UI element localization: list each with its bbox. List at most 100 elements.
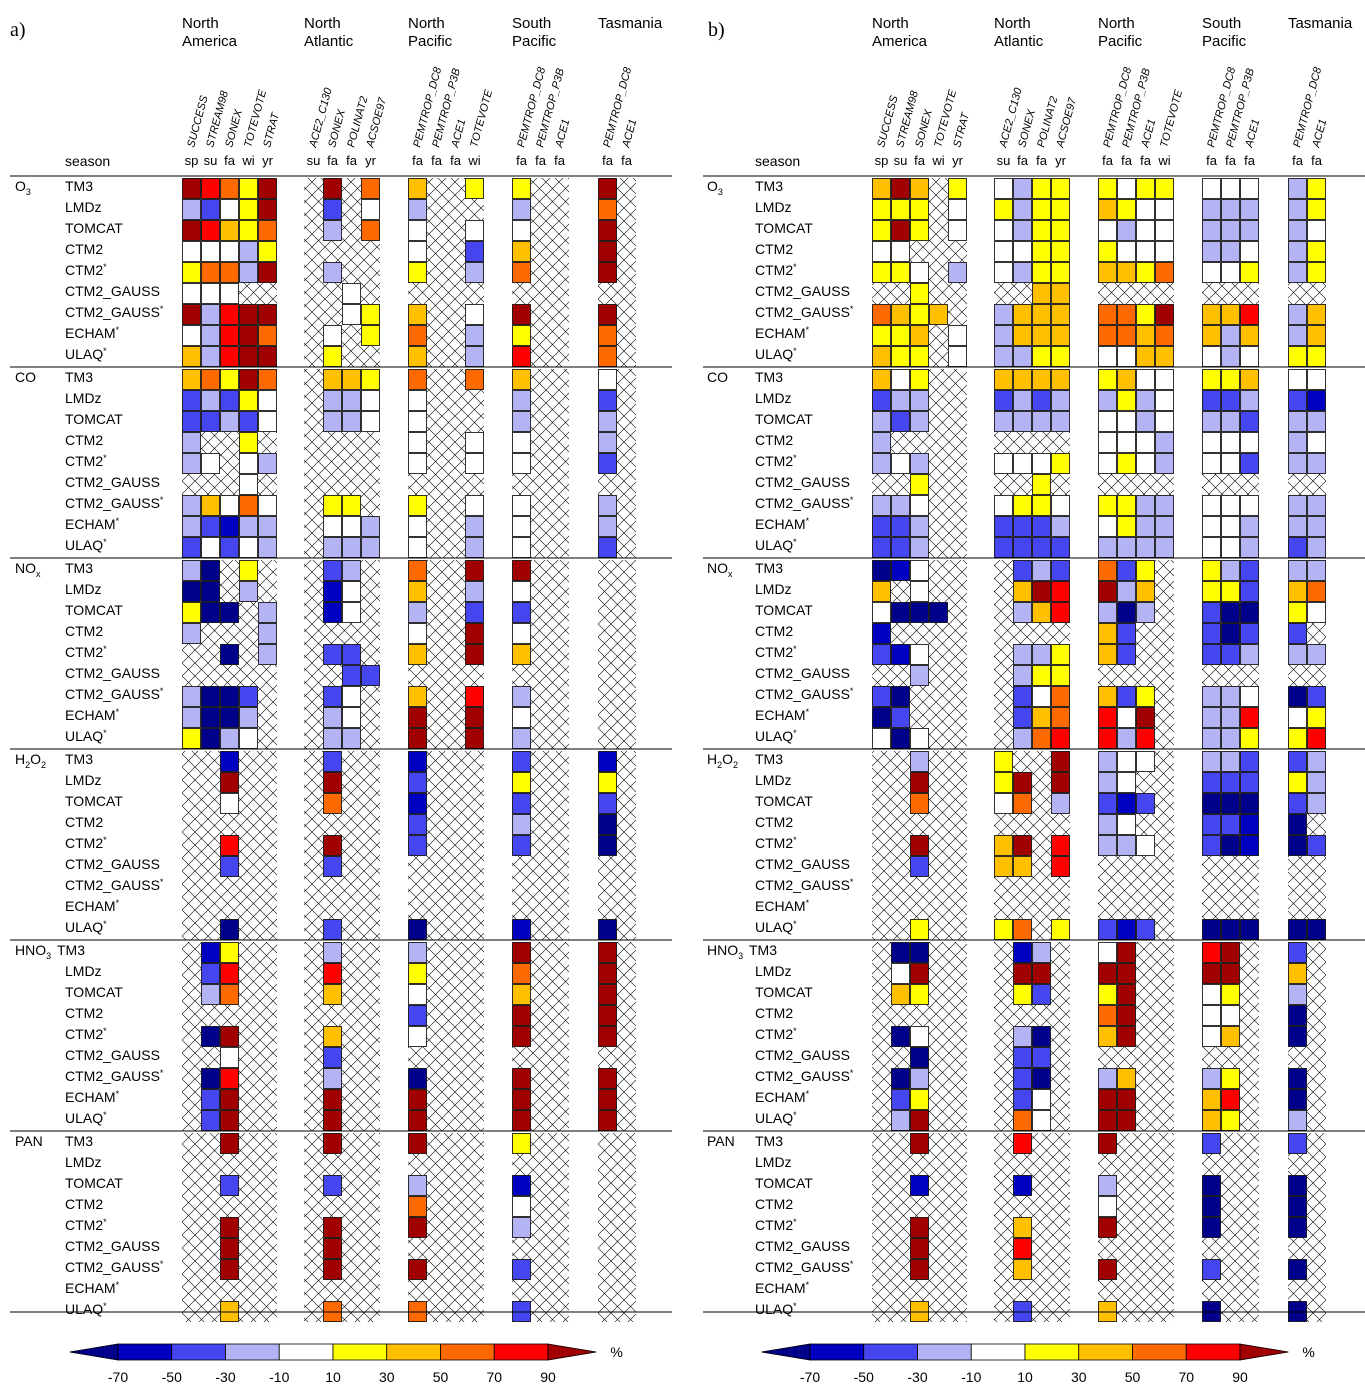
data-cell — [361, 220, 380, 241]
season-header: season — [755, 153, 800, 169]
missing-cell — [512, 665, 531, 686]
missing-cell — [948, 283, 967, 304]
missing-cell — [550, 241, 569, 262]
data-cell — [1013, 1047, 1032, 1068]
data-cell — [342, 581, 361, 602]
data-cell — [994, 178, 1013, 199]
missing-cell — [531, 602, 550, 623]
data-cell — [361, 199, 380, 220]
data-cell — [1013, 220, 1032, 241]
missing-cell — [929, 814, 948, 835]
missing-cell — [342, 199, 361, 220]
missing-cell — [182, 942, 201, 963]
data-cell — [1221, 984, 1240, 1005]
missing-cell — [342, 1154, 361, 1175]
model-label: CTM2 — [65, 814, 103, 830]
missing-cell — [994, 283, 1013, 304]
missing-cell — [929, 1133, 948, 1154]
data-cell — [891, 644, 910, 665]
region-name: North — [304, 15, 341, 32]
missing-cell — [304, 1133, 323, 1154]
missing-cell — [446, 581, 465, 602]
region-name: North — [182, 15, 219, 32]
data-cell — [1288, 199, 1307, 220]
missing-cell — [258, 1133, 277, 1154]
data-cell — [891, 1068, 910, 1089]
missing-cell — [427, 283, 446, 304]
data-cell — [1155, 495, 1174, 516]
data-cell — [1307, 178, 1326, 199]
missing-cell — [1032, 772, 1051, 793]
data-cell — [1155, 411, 1174, 432]
model-label: ULAQ* — [65, 919, 107, 935]
missing-cell — [342, 1196, 361, 1217]
missing-cell — [408, 1238, 427, 1259]
missing-cell — [220, 1196, 239, 1217]
missing-cell — [994, 644, 1013, 665]
missing-cell — [408, 1047, 427, 1068]
missing-cell — [1155, 1068, 1174, 1089]
data-cell — [1051, 581, 1070, 602]
data-cell — [1013, 984, 1032, 1005]
missing-cell — [304, 1196, 323, 1217]
missing-cell — [446, 686, 465, 707]
data-cell — [1155, 304, 1174, 325]
missing-cell — [342, 1133, 361, 1154]
data-cell — [891, 325, 910, 346]
missing-cell — [1051, 1175, 1070, 1196]
missing-cell — [872, 1047, 891, 1068]
missing-cell — [1032, 793, 1051, 814]
missing-cell — [550, 772, 569, 793]
missing-cell — [201, 856, 220, 877]
missing-cell — [929, 1110, 948, 1131]
missing-cell — [531, 919, 550, 940]
missing-cell — [617, 560, 636, 581]
missing-cell — [427, 665, 446, 686]
data-cell — [182, 686, 201, 707]
missing-cell — [929, 728, 948, 749]
data-cell — [361, 304, 380, 325]
missing-cell — [1240, 942, 1259, 963]
missing-cell — [617, 1238, 636, 1259]
data-cell — [910, 984, 929, 1005]
missing-cell — [550, 602, 569, 623]
missing-cell — [182, 856, 201, 877]
data-cell — [1240, 751, 1259, 772]
missing-cell — [427, 262, 446, 283]
missing-cell — [872, 1005, 891, 1026]
campaign-label: SONEX — [223, 108, 245, 149]
data-cell — [891, 411, 910, 432]
missing-cell — [427, 1047, 446, 1068]
missing-cell — [531, 1175, 550, 1196]
missing-cell — [948, 1089, 967, 1110]
missing-cell — [550, 560, 569, 581]
missing-cell — [465, 390, 484, 411]
missing-cell — [304, 199, 323, 220]
missing-cell — [617, 411, 636, 432]
missing-cell — [304, 856, 323, 877]
missing-cell — [512, 898, 531, 919]
data-cell — [1117, 644, 1136, 665]
model-label: ECHAM* — [755, 325, 810, 341]
data-cell — [465, 241, 484, 262]
data-cell — [408, 241, 427, 262]
data-cell — [408, 346, 427, 367]
missing-cell — [1240, 1280, 1259, 1301]
missing-cell — [1032, 1154, 1051, 1175]
missing-cell — [1155, 751, 1174, 772]
missing-cell — [304, 474, 323, 495]
data-cell — [910, 1217, 929, 1238]
missing-cell — [361, 1089, 380, 1110]
model-label: CTM2_GAUSS* — [755, 686, 854, 702]
missing-cell — [1240, 1238, 1259, 1259]
missing-cell — [182, 835, 201, 856]
model-label: CTM2_GAUSS — [755, 665, 850, 681]
missing-cell — [304, 1005, 323, 1026]
missing-cell — [891, 898, 910, 919]
missing-cell — [342, 220, 361, 241]
data-cell — [512, 453, 531, 474]
missing-cell — [929, 644, 948, 665]
missing-cell — [201, 1238, 220, 1259]
model-label: CTM2_GAUSS* — [755, 304, 854, 320]
missing-cell — [361, 474, 380, 495]
